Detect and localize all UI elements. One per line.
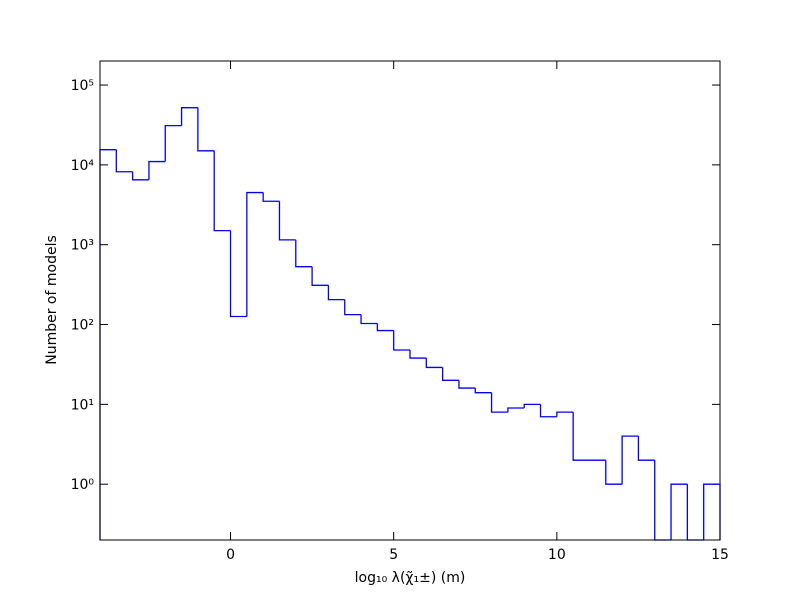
histogram-step <box>295 239 313 268</box>
y-axis-label: Number of models <box>44 235 60 365</box>
plot-area <box>100 61 720 540</box>
plot-frame <box>99 60 721 541</box>
histogram-step <box>474 388 492 394</box>
histogram-step <box>425 358 443 369</box>
x-tick-label: 15 <box>711 547 729 563</box>
histogram-step <box>246 191 264 317</box>
histogram-step <box>605 460 623 485</box>
histogram-step <box>621 435 639 485</box>
histogram-step <box>441 367 459 381</box>
histogram-step <box>490 392 508 413</box>
histogram-step <box>229 230 247 318</box>
y-tick-label: 10⁰ <box>71 477 95 493</box>
x-tick-label: 5 <box>389 547 398 563</box>
histogram-step <box>148 160 166 180</box>
histogram-step <box>670 483 688 540</box>
histogram-step <box>213 150 231 232</box>
x-axis-label: log₁₀ λ(χ̃₁±) (m) <box>355 570 466 586</box>
histogram-step <box>115 149 133 173</box>
histogram-step <box>278 201 296 241</box>
histogram-step <box>507 407 525 413</box>
y-tick-label: 10¹ <box>71 397 94 413</box>
histogram-step <box>262 192 280 202</box>
histogram-step <box>539 404 557 418</box>
y-tick-label: 10⁴ <box>71 158 95 174</box>
histogram-step <box>360 314 378 325</box>
y-tick-label: 10³ <box>71 238 94 254</box>
histogram-step <box>556 411 574 417</box>
histogram-step <box>311 266 329 286</box>
histogram-step <box>344 299 362 316</box>
x-tick-label: 10 <box>548 547 566 563</box>
histogram-step <box>376 323 394 332</box>
histogram-step <box>523 403 541 409</box>
x-tick-label: 0 <box>226 547 235 563</box>
histogram-step <box>164 124 182 162</box>
histogram-step <box>197 107 215 152</box>
histogram-step <box>131 171 149 181</box>
y-tick-label: 10² <box>71 318 94 334</box>
y-tick-label: 10⁵ <box>71 78 94 94</box>
histogram-step <box>180 107 198 126</box>
histogram-step <box>327 285 345 301</box>
histogram-step <box>637 436 655 461</box>
histogram-step <box>393 330 410 351</box>
histogram-step <box>458 380 476 389</box>
histogram-step <box>409 349 427 359</box>
histogram-step <box>572 412 590 461</box>
